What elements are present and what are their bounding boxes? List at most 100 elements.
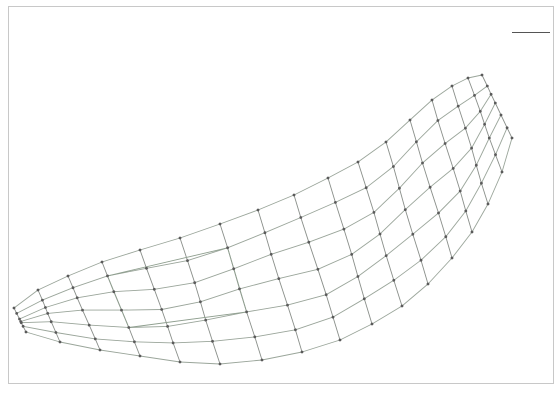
- mesh-longitudinal-line: [422, 143, 446, 164]
- mesh-cross-line: [161, 309, 169, 327]
- mesh-node: [66, 274, 70, 278]
- mesh-node: [138, 354, 142, 358]
- mesh-longitudinal-line: [233, 253, 272, 270]
- mesh-node: [510, 136, 514, 140]
- mesh-cross-line: [187, 260, 196, 283]
- mesh-node: [19, 321, 23, 325]
- mesh-node: [478, 109, 482, 113]
- mesh-node: [260, 358, 264, 362]
- mesh-cross-line: [393, 280, 403, 307]
- mesh-cross-line: [332, 316, 341, 341]
- mesh-longitudinal-line: [254, 329, 296, 338]
- mesh-longitudinal-line: [59, 341, 101, 351]
- mesh-longitudinal-line: [200, 288, 240, 303]
- mesh-node: [450, 84, 454, 88]
- mesh-longitudinal-line: [128, 325, 168, 328]
- mesh-cross-line: [327, 177, 336, 203]
- mesh-node: [178, 360, 182, 364]
- mesh-node: [384, 254, 388, 257]
- mesh-longitudinal-line: [257, 194, 295, 211]
- mesh-longitudinal-line: [139, 355, 181, 363]
- mesh-longitudinal-line: [55, 332, 96, 340]
- mesh-longitudinal-line: [401, 283, 429, 307]
- plot-frame: [8, 6, 554, 384]
- mesh-longitudinal-line: [139, 237, 181, 251]
- legend-title: [512, 24, 550, 33]
- mesh-cross-line: [457, 105, 466, 129]
- mesh-longitudinal-line: [194, 268, 234, 284]
- mesh-longitudinal-line: [475, 137, 490, 166]
- mesh-node: [493, 101, 497, 105]
- mesh-node: [81, 308, 84, 312]
- mesh-node: [458, 189, 462, 193]
- mesh-cross-line: [172, 342, 181, 363]
- mesh-longitudinal-line: [445, 210, 467, 237]
- mesh-longitudinal-line: [295, 316, 334, 331]
- mesh-cross-line: [50, 321, 57, 333]
- mesh-cross-line: [479, 111, 486, 125]
- mesh-cross-line: [128, 327, 135, 342]
- mesh-longitudinal-line: [219, 209, 259, 225]
- mesh-node: [451, 167, 455, 170]
- mesh-longitudinal-line: [301, 339, 341, 353]
- mesh-cross-line: [246, 311, 256, 338]
- mesh-longitudinal-line: [339, 323, 373, 341]
- mesh-longitudinal-line: [393, 141, 417, 167]
- mesh-longitudinal-line: [465, 182, 482, 212]
- mesh-cross-line: [412, 234, 422, 261]
- mesh-longitudinal-line: [16, 299, 43, 314]
- mesh-cross-line: [475, 165, 482, 184]
- mesh-cross-line: [481, 74, 488, 87]
- mesh-node: [370, 322, 374, 326]
- mesh-node: [24, 330, 28, 334]
- mesh-node: [400, 304, 404, 308]
- mesh-node: [483, 122, 486, 126]
- mesh-longitudinal-line: [19, 307, 46, 320]
- mesh-longitudinal-line: [20, 312, 48, 322]
- mesh-node: [49, 320, 53, 324]
- mesh-node: [372, 211, 376, 214]
- mesh-cross-line: [82, 309, 90, 326]
- mesh-longitudinal-line: [51, 321, 90, 326]
- mesh-node: [342, 227, 346, 231]
- mesh-node: [18, 317, 21, 321]
- mesh-longitudinal-line: [134, 341, 174, 344]
- mesh-node: [338, 338, 342, 342]
- mesh-node: [392, 278, 396, 282]
- mesh-node: [186, 259, 189, 262]
- mesh-node: [316, 267, 320, 271]
- mesh-longitudinal-line: [451, 231, 473, 259]
- mesh-node: [426, 282, 430, 286]
- mesh-node: [494, 153, 497, 157]
- mesh-cross-line: [495, 154, 503, 173]
- mesh-node: [166, 325, 170, 328]
- mesh-longitudinal-line: [371, 305, 403, 325]
- mesh-node: [356, 275, 360, 278]
- mesh-node: [403, 208, 407, 212]
- mesh-cross-line: [451, 85, 459, 107]
- legend: [512, 24, 550, 66]
- mesh-node: [356, 160, 360, 164]
- mesh-node: [362, 297, 366, 301]
- mesh-cross-line: [398, 188, 406, 210]
- mesh-node: [307, 240, 311, 244]
- mesh-cross-line: [480, 183, 489, 205]
- mesh-longitudinal-line: [452, 147, 472, 169]
- mesh-cross-line: [167, 326, 174, 344]
- mesh-cross-line: [55, 332, 61, 343]
- mesh-node: [286, 303, 289, 307]
- mesh-cross-line: [452, 168, 461, 192]
- mesh-node: [41, 298, 44, 302]
- mesh-node: [485, 84, 489, 88]
- mesh-cross-line: [484, 124, 490, 139]
- mesh-node: [398, 186, 401, 190]
- mesh-longitudinal-line: [113, 288, 155, 293]
- mesh-longitudinal-line: [385, 233, 414, 256]
- mesh-longitudinal-line: [99, 349, 141, 357]
- mesh-node: [450, 256, 454, 260]
- mesh-cross-line: [76, 297, 83, 311]
- mesh-cross-line: [404, 209, 414, 235]
- mesh-node: [75, 296, 79, 300]
- mesh-longitudinal-line: [487, 171, 503, 205]
- mesh-node: [294, 328, 297, 332]
